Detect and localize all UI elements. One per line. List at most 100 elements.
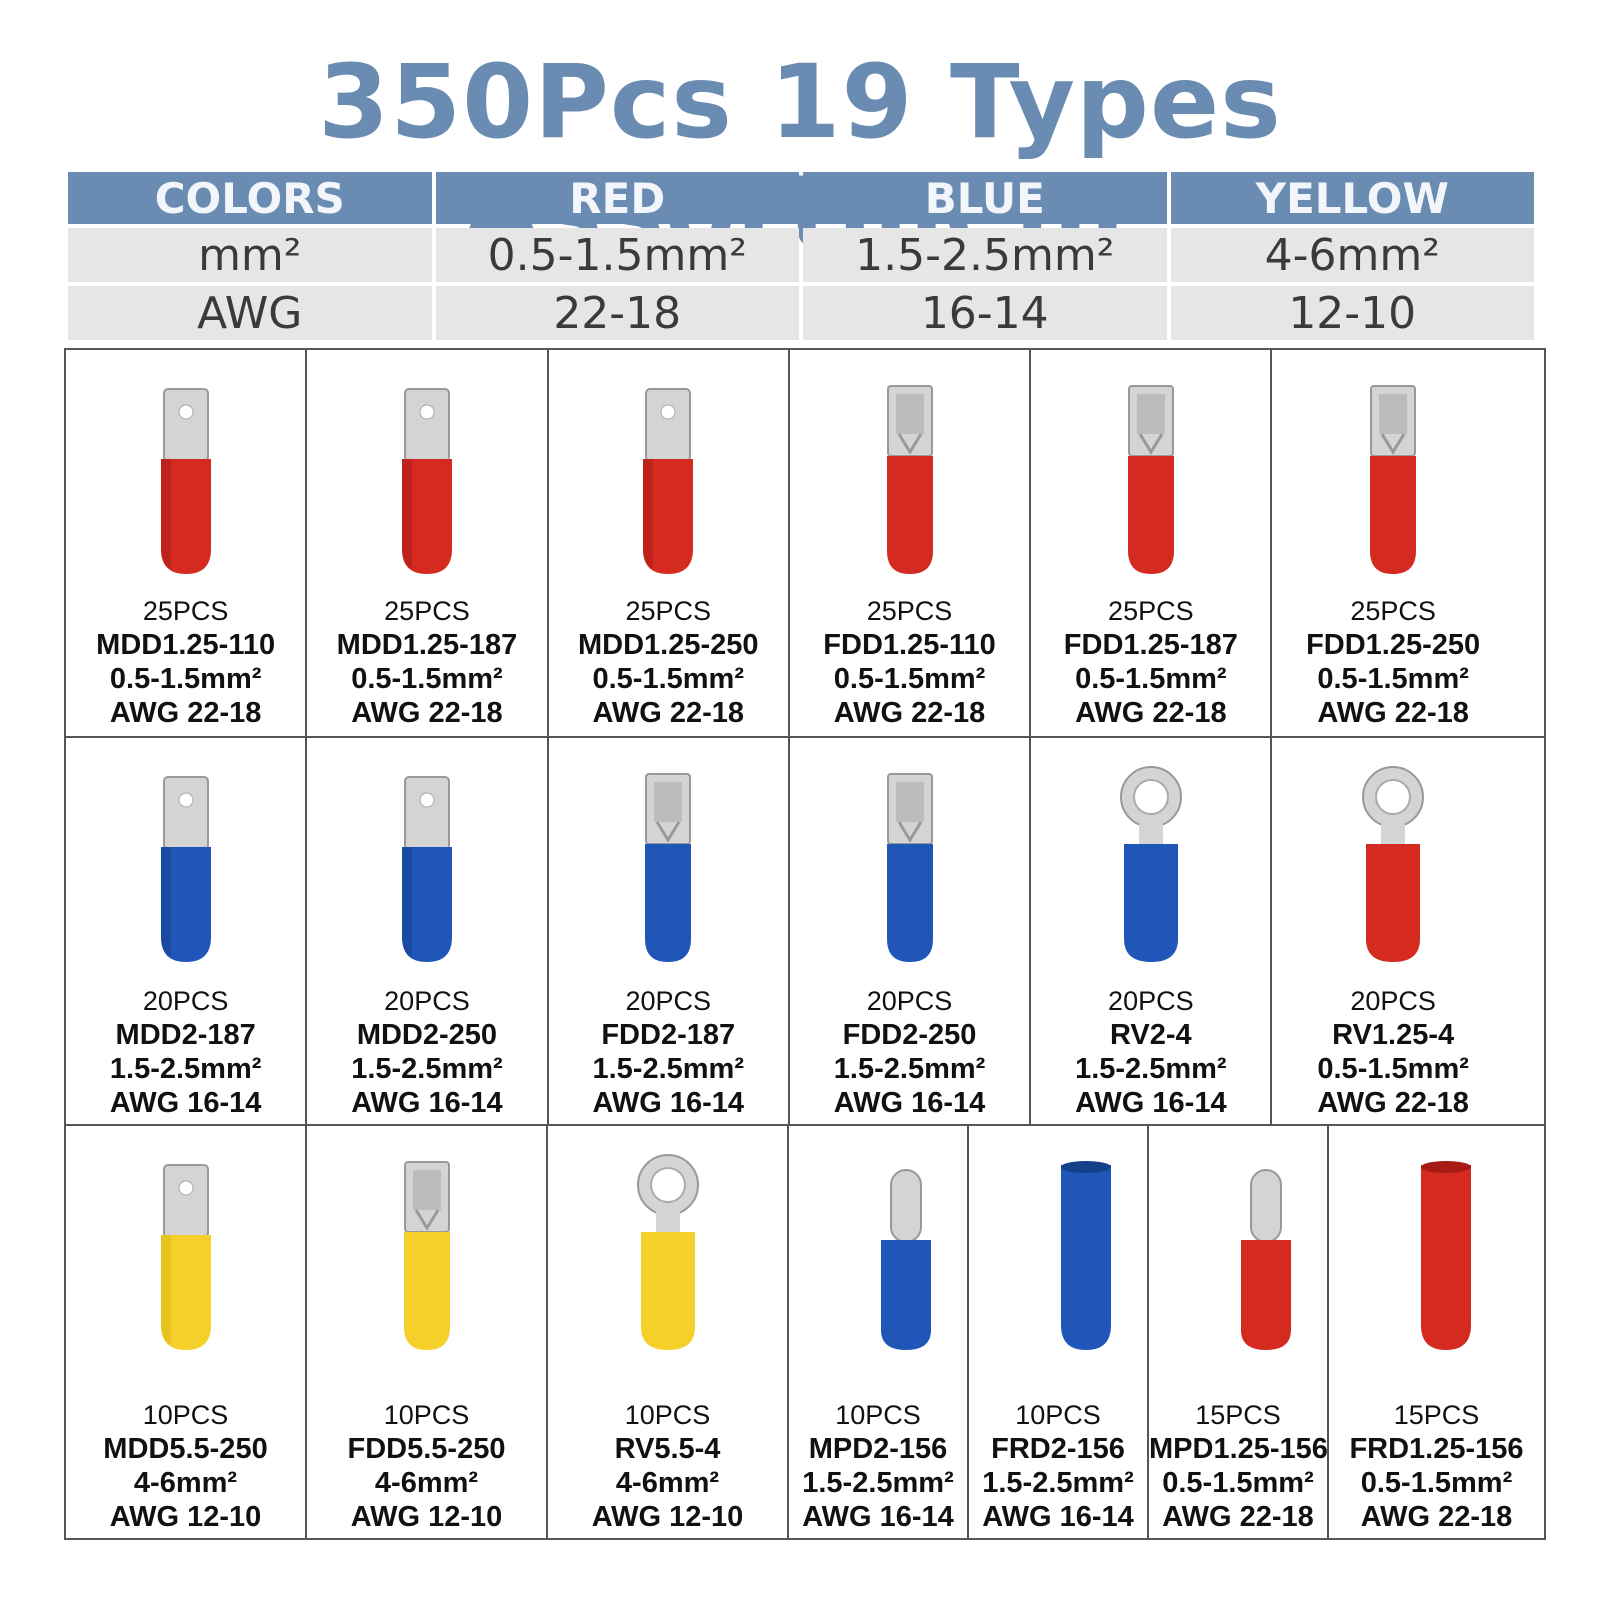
product-awg: AWG 16-14 (982, 1501, 1134, 1533)
spec-cell: mm² (68, 228, 432, 282)
female-spade-terminal-image (1031, 364, 1270, 594)
product-model: RV1.25-4 (1332, 1019, 1455, 1051)
product-size: 1.5-2.5mm² (833, 1053, 986, 1085)
female-spade-terminal-image (790, 752, 1029, 982)
product-cell: 20PCS MDD2-187 1.5-2.5mm² AWG 16-14 (66, 738, 308, 1126)
male-spade-terminal-image (66, 1140, 305, 1370)
ring-terminal-image (1272, 752, 1513, 982)
female-spade-terminal-image (790, 364, 1029, 594)
product-size: 0.5-1.5mm² (109, 663, 262, 695)
female-spade-terminal-image (307, 1140, 546, 1370)
spec-header-colors: COLORS (68, 172, 432, 224)
product-awg: AWG 22-18 (833, 697, 986, 729)
product-quantity: 10PCS (624, 1400, 711, 1430)
product-awg: AWG 12-10 (591, 1501, 744, 1533)
male-spade-terminal-image (307, 364, 546, 594)
product-model: FDD1.25-187 (1063, 629, 1238, 661)
product-size: 4-6mm² (615, 1467, 720, 1499)
spec-table: COLORS RED BLUE YELLOW mm² 0.5-1.5mm² 1.… (64, 168, 1538, 344)
product-quantity: 25PCS (142, 596, 229, 626)
product-label: 25PCS MDD1.25-250 0.5-1.5mm² AWG 22-18 (549, 595, 788, 730)
product-size: 0.5-1.5mm² (351, 663, 503, 695)
product-size: 0.5-1.5mm² (1317, 1053, 1469, 1085)
product-model: RV5.5-4 (614, 1433, 721, 1465)
bullet-male-terminal-image (789, 1140, 967, 1370)
product-cell: 20PCS RV1.25-4 0.5-1.5mm² AWG 22-18 (1272, 738, 1513, 1126)
product-label: 10PCS FRD2-156 1.5-2.5mm² AWG 16-14 (969, 1399, 1147, 1534)
product-model: FDD5.5-250 (347, 1433, 506, 1465)
product-label: 20PCS FDD2-250 1.5-2.5mm² AWG 16-14 (790, 985, 1029, 1120)
bullet-male-terminal-image (1149, 1140, 1327, 1370)
product-cell: 20PCS FDD2-250 1.5-2.5mm² AWG 16-14 (790, 738, 1032, 1126)
product-awg: AWG 22-18 (592, 697, 744, 729)
male-spade-terminal-image (66, 752, 305, 982)
product-cell: 20PCS MDD2-250 1.5-2.5mm² AWG 16-14 (307, 738, 549, 1126)
product-cell: 25PCS FDD1.25-110 0.5-1.5mm² AWG 22-18 (790, 350, 1032, 736)
product-quantity: 20PCS (384, 986, 470, 1016)
product-label: 10PCS MPD2-156 1.5-2.5mm² AWG 16-14 (789, 1399, 967, 1534)
spec-header-row: COLORS RED BLUE YELLOW (68, 172, 1534, 224)
bullet-female-terminal-image (969, 1140, 1147, 1370)
bullet-female-terminal-image (1329, 1140, 1544, 1370)
product-model: FRD2-156 (991, 1433, 1125, 1465)
product-awg: AWG 16-14 (592, 1087, 744, 1119)
product-size: 1.5-2.5mm² (982, 1467, 1134, 1499)
product-awg: AWG 22-18 (109, 697, 262, 729)
product-awg: AWG 22-18 (351, 697, 503, 729)
spec-header-yellow: YELLOW (1170, 172, 1534, 224)
product-quantity: 25PCS (384, 596, 470, 626)
product-quantity: 10PCS (835, 1400, 921, 1430)
product-model: FDD2-250 (842, 1019, 977, 1051)
product-size: 1.5-2.5mm² (351, 1053, 503, 1085)
spec-cell: 12-10 (1170, 286, 1534, 340)
product-awg: AWG 12-10 (109, 1501, 262, 1533)
product-size: 0.5-1.5mm² (1317, 663, 1469, 695)
product-cell: 10PCS MPD2-156 1.5-2.5mm² AWG 16-14 (789, 1126, 969, 1540)
product-model: MDD2-250 (356, 1019, 498, 1051)
product-cell: 15PCS FRD1.25-156 0.5-1.5mm² AWG 22-18 (1329, 1126, 1544, 1540)
product-model: MDD1.25-187 (336, 629, 518, 661)
product-model: MDD1.25-250 (577, 629, 759, 661)
product-awg: AWG 16-14 (1075, 1087, 1227, 1119)
product-quantity: 20PCS (142, 986, 229, 1016)
product-label: 25PCS MDD1.25-187 0.5-1.5mm² AWG 22-18 (307, 595, 546, 730)
product-size: 1.5-2.5mm² (802, 1467, 954, 1499)
product-size: 0.5-1.5mm² (1360, 1467, 1513, 1499)
product-awg: AWG 22-18 (1162, 1501, 1314, 1533)
product-quantity: 25PCS (625, 596, 712, 626)
product-cell: 25PCS FDD1.25-187 0.5-1.5mm² AWG 22-18 (1031, 350, 1273, 736)
spec-header-red: RED (435, 172, 799, 224)
product-quantity: 25PCS (866, 596, 953, 626)
product-size: 0.5-1.5mm² (592, 663, 744, 695)
product-label: 10PCS RV5.5-4 4-6mm² AWG 12-10 (548, 1399, 787, 1534)
product-quantity: 20PCS (1108, 986, 1194, 1016)
product-awg: AWG 16-14 (802, 1501, 954, 1533)
product-size: 4-6mm² (374, 1467, 479, 1499)
product-awg: AWG 22-18 (1317, 697, 1469, 729)
product-row: 25PCS MDD1.25-110 0.5-1.5mm² AWG 22-18 25PCS… (66, 350, 1544, 736)
product-size: 1.5-2.5mm² (592, 1053, 744, 1085)
product-size: 0.5-1.5mm² (1075, 663, 1227, 695)
spec-header-blue: BLUE (803, 172, 1167, 224)
product-cell: 15PCS MPD1.25-156 0.5-1.5mm² AWG 22-18 (1149, 1126, 1329, 1540)
product-label: 10PCS MDD5.5-250 4-6mm² AWG 12-10 (66, 1399, 305, 1534)
male-spade-terminal-image (549, 364, 788, 594)
male-spade-terminal-image (66, 364, 305, 594)
product-quantity: 15PCS (1393, 1400, 1480, 1430)
product-label: 20PCS RV1.25-4 0.5-1.5mm² AWG 22-18 (1272, 985, 1513, 1120)
product-model: FRD1.25-156 (1349, 1433, 1524, 1465)
spec-cell: 4-6mm² (1170, 228, 1534, 282)
product-grid: 25PCS MDD1.25-110 0.5-1.5mm² AWG 22-18 25PCS… (64, 348, 1546, 1540)
product-size: 4-6mm² (133, 1467, 238, 1499)
product-quantity: 25PCS (1108, 596, 1194, 626)
spec-row-awg: AWG 22-18 16-14 12-10 (68, 286, 1534, 340)
product-quantity: 10PCS (1015, 1400, 1101, 1430)
product-awg: AWG 22-18 (1317, 1087, 1469, 1119)
spec-row-mm2: mm² 0.5-1.5mm² 1.5-2.5mm² 4-6mm² (68, 228, 1534, 282)
product-cell: 20PCS RV2-4 1.5-2.5mm² AWG 16-14 (1031, 738, 1273, 1126)
product-quantity: 20PCS (1350, 986, 1436, 1016)
product-quantity: 20PCS (625, 986, 712, 1016)
spec-cell: 16-14 (803, 286, 1167, 340)
product-label: 10PCS FDD5.5-250 4-6mm² AWG 12-10 (307, 1399, 546, 1534)
product-label: 25PCS FDD1.25-250 0.5-1.5mm² AWG 22-18 (1272, 595, 1513, 730)
